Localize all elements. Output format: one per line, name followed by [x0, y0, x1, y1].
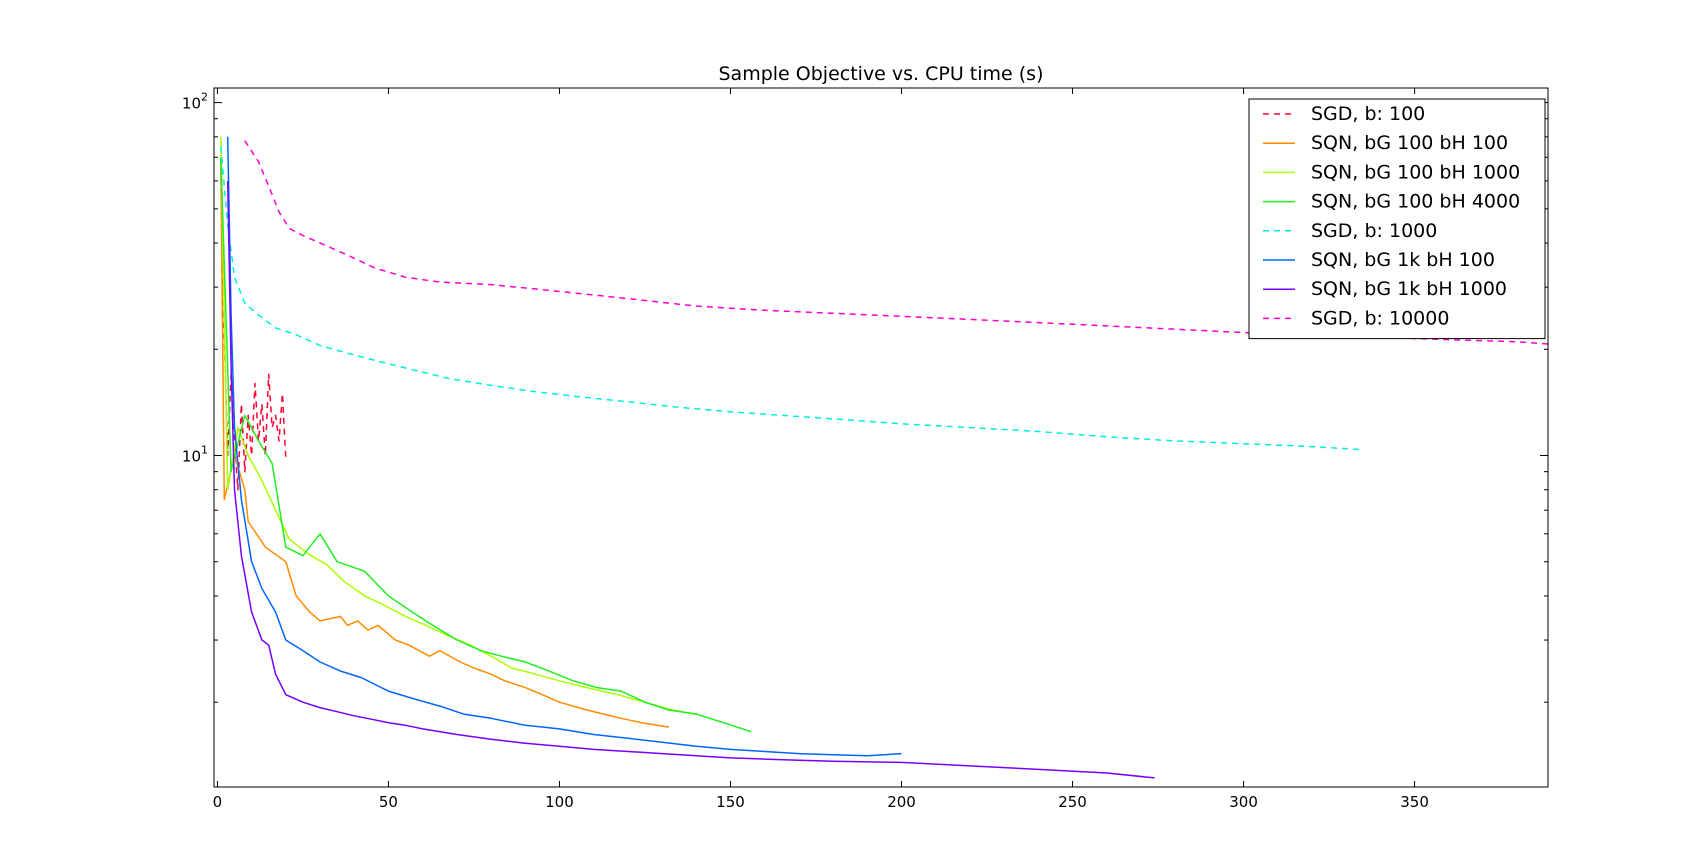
legend-label-6: SQN, bG 1k bH 100 — [1311, 249, 1495, 271]
x-tick-label: 50 — [379, 793, 398, 811]
series-line-6 — [226, 136, 902, 757]
x-tick-label: 0 — [213, 793, 223, 811]
series-line-3 — [220, 136, 697, 715]
legend-label-1: SGD, b: 100 — [1311, 103, 1425, 125]
y-tick-label-exponent: 1 — [201, 444, 208, 457]
legend-label-8: SGD, b: 10000 — [1311, 307, 1449, 329]
x-tick-label: 100 — [545, 793, 574, 811]
plot-area-frame — [213, 87, 1549, 788]
chart-title: Sample Objective vs. CPU time (s) — [719, 63, 1044, 85]
series-line-5 — [220, 146, 1360, 451]
legend-label-2: SQN, bG 100 bH 100 — [1311, 132, 1508, 154]
y-tick-label: 102 — [182, 91, 208, 113]
x-tick-label: 300 — [1229, 793, 1258, 811]
series-line-4 — [220, 157, 752, 733]
x-tick-label: 150 — [716, 793, 745, 811]
y-tick-label-base: 10 — [182, 95, 201, 113]
y-tick-label-base: 10 — [182, 448, 201, 466]
x-tick-label: 250 — [1058, 793, 1087, 811]
series-line-8 — [244, 140, 1548, 345]
legend-label-4: SQN, bG 100 bH 4000 — [1311, 191, 1520, 213]
x-tick-label: 350 — [1400, 793, 1429, 811]
legend-label-3: SQN, bG 100 bH 1000 — [1311, 161, 1520, 183]
legend: SGD, b: 100 SQN, bG 100 bH 100 SQN, bG 100… — [1248, 98, 1546, 340]
x-tick-label: 200 — [887, 793, 916, 811]
legend-label-7: SQN, bG 1k bH 1000 — [1311, 278, 1507, 300]
y-tick-label-exponent: 2 — [201, 91, 208, 104]
series-layer — [220, 136, 1548, 779]
y-tick-label: 101 — [182, 444, 208, 466]
legend-label-5: SGD, b: 1000 — [1311, 220, 1437, 242]
series-line-2 — [220, 157, 670, 728]
series-line-7 — [226, 180, 1155, 779]
legend-box — [1248, 98, 1546, 340]
